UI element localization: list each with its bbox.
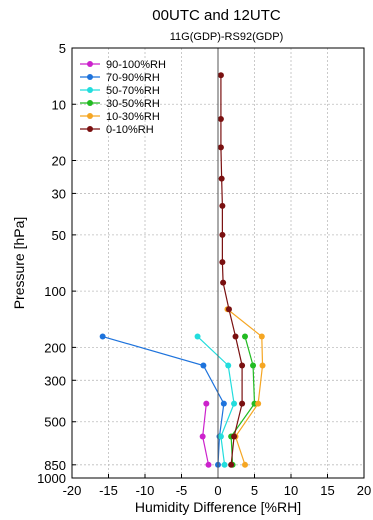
data-point: [228, 461, 235, 468]
y-tick-label: 50: [52, 228, 66, 243]
series-90-100%RH: [199, 400, 212, 468]
data-point: [99, 333, 106, 340]
legend-label: 10-30%RH: [106, 111, 160, 123]
series-line: [197, 336, 235, 465]
y-tick-label: 500: [44, 415, 66, 430]
data-point: [239, 362, 246, 369]
chart-subtitle: 11G(GDP)-RS92(GDP): [169, 31, 284, 43]
legend-label: 90-100%RH: [106, 59, 166, 71]
data-point: [231, 433, 238, 440]
chart-title: 00UTC and 12UTC: [152, 7, 281, 24]
series-line: [220, 75, 243, 465]
data-point: [219, 259, 226, 266]
y-tick-label: 850: [44, 458, 66, 473]
data-point: [199, 433, 206, 440]
data-point: [220, 279, 227, 286]
y-tick-label: 5: [59, 41, 66, 56]
x-tick-label: 10: [284, 483, 298, 498]
data-point: [218, 175, 225, 182]
x-axis-label: Humidity Difference [%RH]: [135, 499, 301, 515]
legend-marker: [87, 126, 93, 132]
y-axis-label: Pressure [hPa]: [11, 217, 27, 310]
data-point: [194, 333, 201, 340]
legend-label: 0-10%RH: [106, 124, 154, 136]
data-point: [225, 306, 232, 313]
series-70-90%RH: [99, 333, 227, 468]
y-tick-label: 1000: [37, 471, 66, 486]
legend-marker: [87, 113, 93, 119]
plot-frame: [71, 47, 365, 479]
data-point: [258, 333, 265, 340]
legend-marker: [87, 100, 93, 106]
series-line: [230, 336, 256, 465]
series-0-10%RH: [217, 72, 246, 468]
data-point: [217, 72, 224, 79]
y-tick-label: 200: [44, 340, 66, 355]
data-point: [219, 202, 226, 209]
data-point: [200, 362, 207, 369]
y-tick-label: 300: [44, 373, 66, 388]
x-tick-label: -5: [176, 483, 188, 498]
data-point: [242, 333, 249, 340]
y-tick-label: 20: [52, 154, 66, 169]
legend: 90-100%RH70-90%RH50-70%RH30-50%RH10-30%R…: [80, 59, 166, 136]
data-point: [225, 362, 232, 369]
series-line: [102, 335, 225, 465]
legend-marker: [87, 87, 93, 93]
data-point: [239, 400, 246, 407]
data-point: [259, 362, 266, 369]
data-point: [255, 400, 262, 407]
y-tick-label: 30: [52, 186, 66, 201]
data-point: [232, 333, 239, 340]
x-tick-label: 5: [251, 483, 258, 498]
x-tick-label: 0: [214, 483, 221, 498]
legend-marker: [87, 74, 93, 80]
data-point: [250, 362, 257, 369]
axes: -20 -15 -10 -5 0 5 10 15 20 5 10 20 30 50 100 200 300 500…: [37, 41, 371, 498]
x-tick-label: 15: [320, 483, 334, 498]
series-10-30%RH: [224, 306, 266, 468]
x-tick-label: -15: [99, 483, 118, 498]
series-line: [227, 308, 264, 466]
x-tick-label: -20: [63, 483, 82, 498]
data-point: [242, 461, 249, 468]
data-point: [203, 400, 210, 407]
y-tick-label: 10: [52, 97, 66, 112]
legend-marker: [87, 61, 93, 67]
series-layer: [99, 72, 266, 468]
data-point: [217, 144, 224, 151]
legend-label: 70-90%RH: [106, 72, 160, 84]
data-point: [219, 231, 226, 238]
data-point: [217, 116, 224, 123]
data-point: [220, 400, 227, 407]
data-point: [205, 461, 212, 468]
x-tick-label: -10: [136, 483, 155, 498]
y-tick-label: 100: [44, 284, 66, 299]
x-tick-label: 20: [357, 483, 371, 498]
data-point: [221, 461, 228, 468]
legend-label: 50-70%RH: [106, 85, 160, 97]
legend-label: 30-50%RH: [106, 98, 160, 110]
series-50-70%RH: [194, 333, 238, 468]
data-point: [231, 400, 238, 407]
data-point: [217, 433, 224, 440]
